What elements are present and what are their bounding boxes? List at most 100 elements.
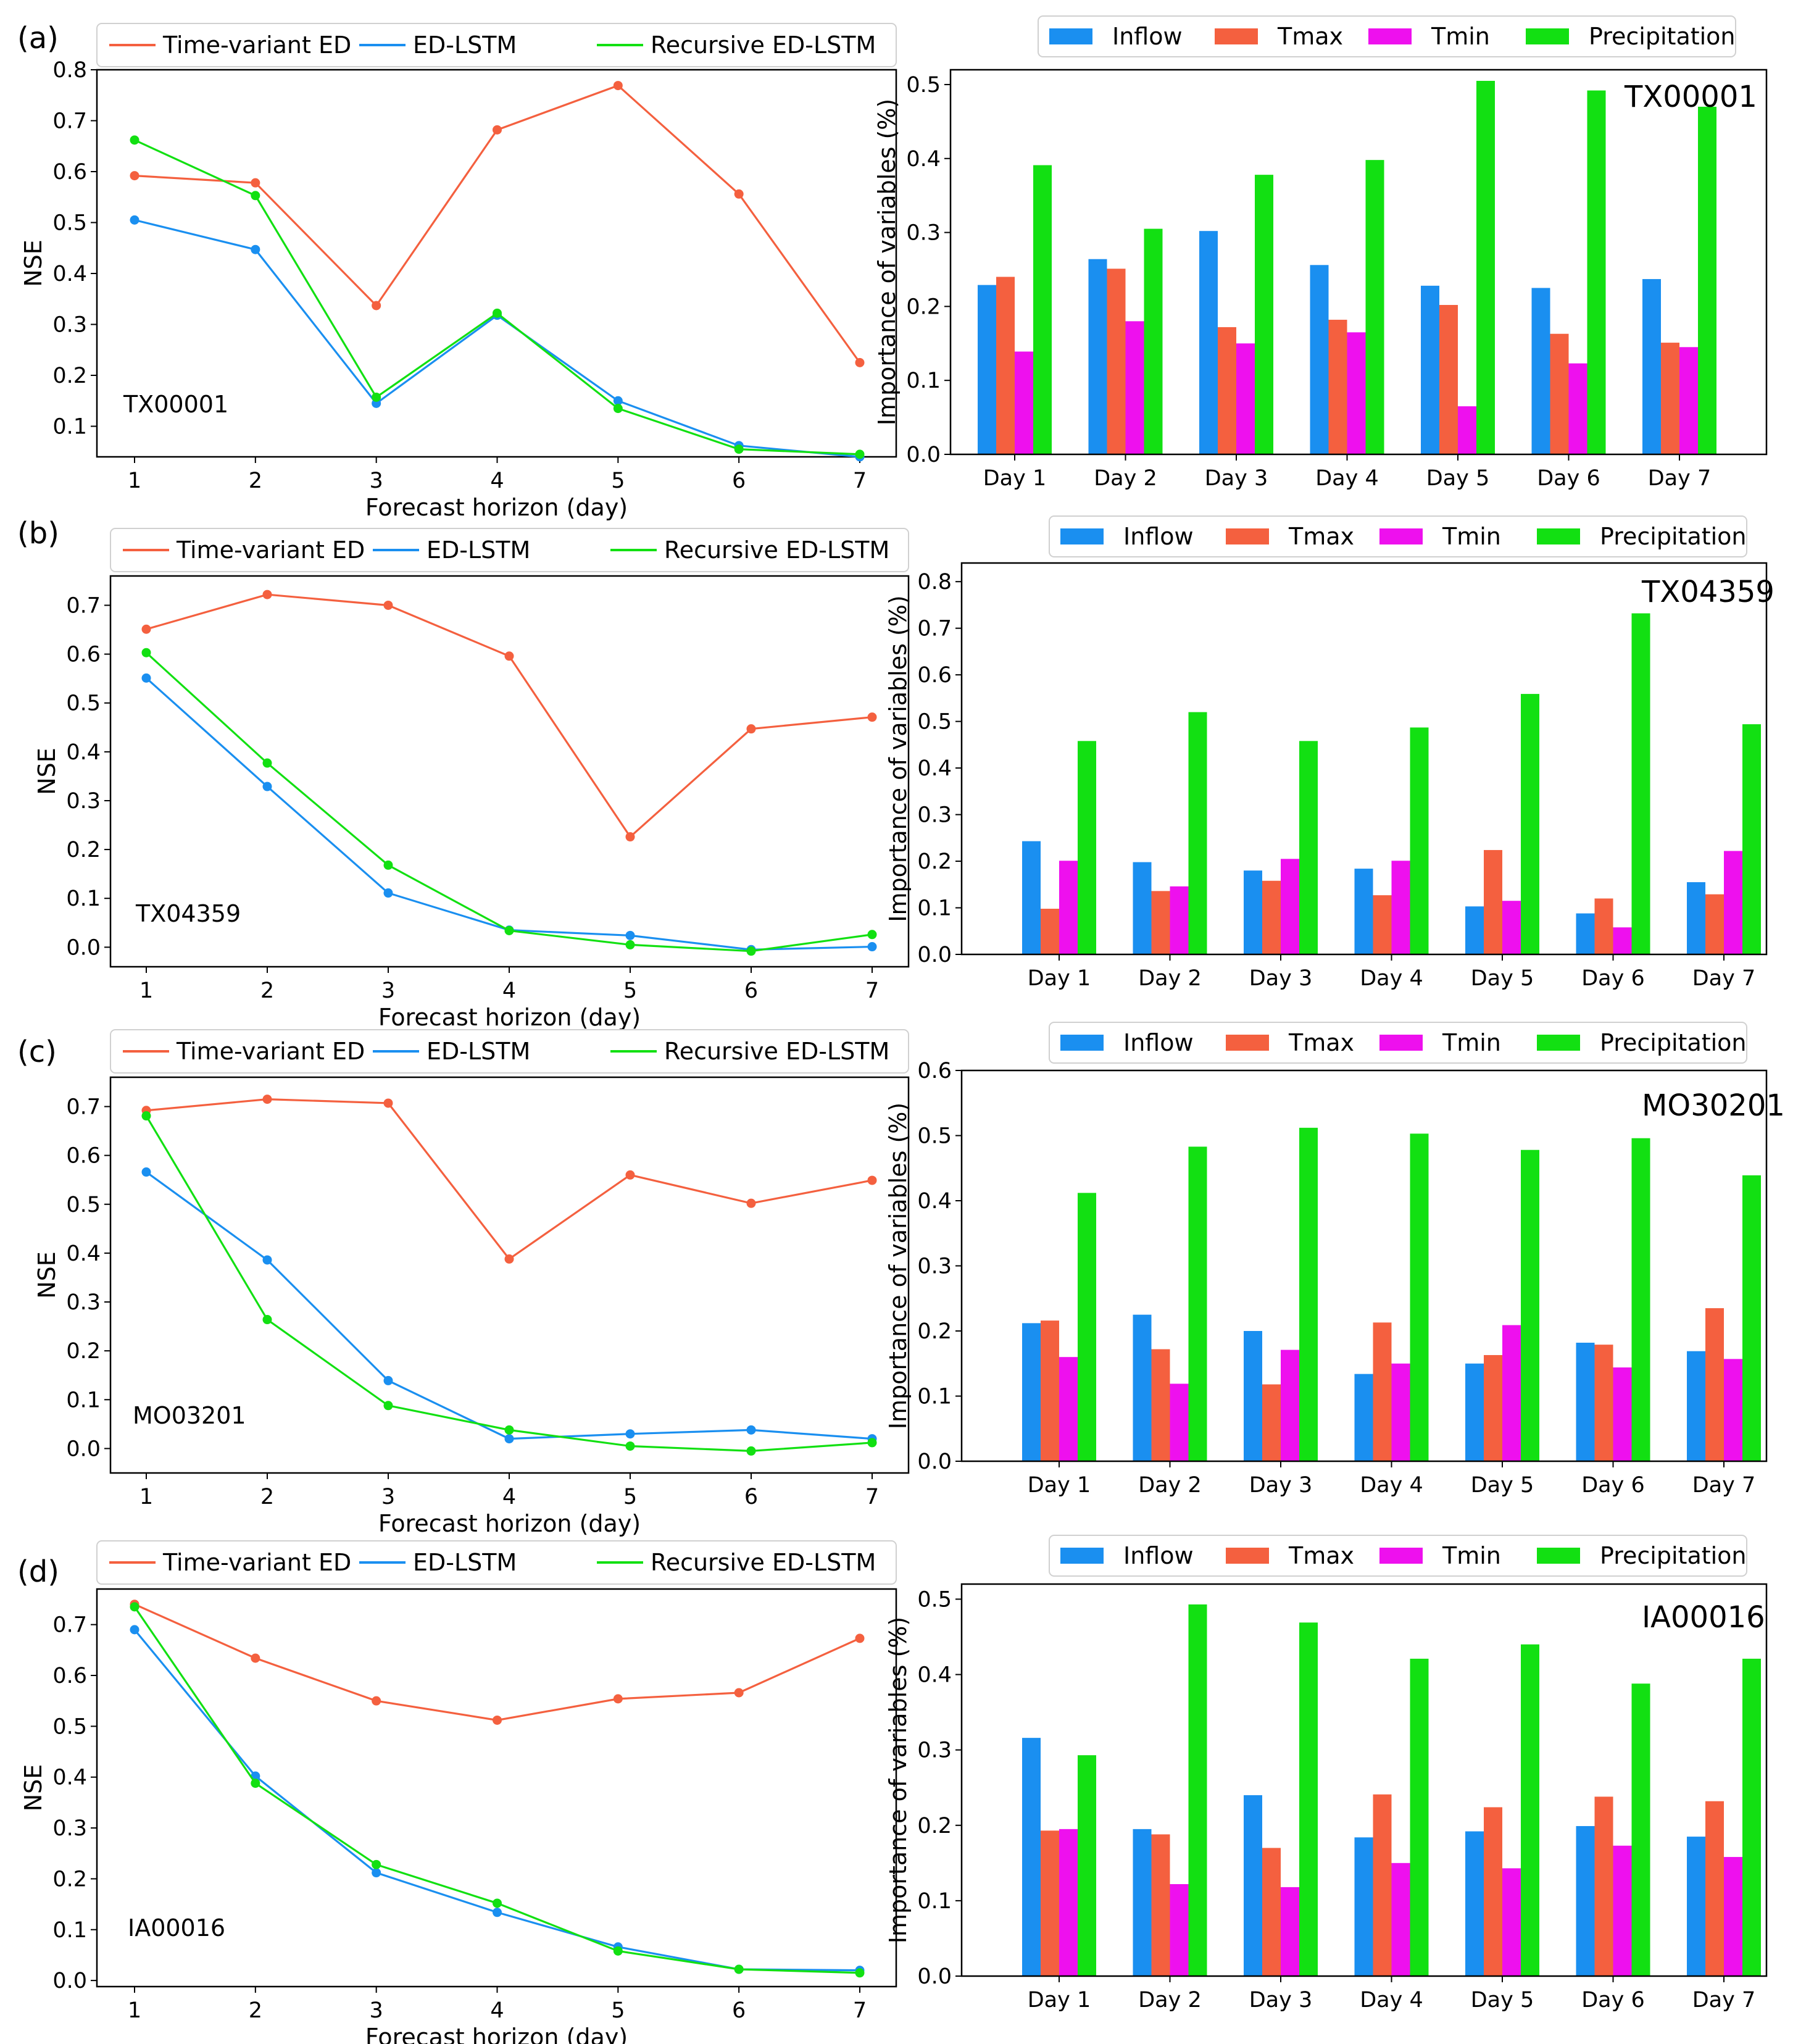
bar [1255,175,1273,454]
data-point [383,1401,393,1411]
data-point [251,178,260,188]
x-tick-label: Day 3 [1249,1988,1313,2013]
y-tick-label: 0.5 [906,73,941,98]
series-time-variant-ed [141,590,877,842]
legend-label: Tmax [1288,523,1354,550]
y-axis-label: Importance of variables (%) [884,1103,912,1429]
bar [1439,304,1458,454]
y-tick-label: 0.2 [52,364,87,388]
bar [978,285,996,454]
y-tick-label: 0.4 [917,1189,952,1214]
bar [1022,1323,1041,1461]
legend-label: Precipitation [1600,523,1747,550]
bar [1133,1829,1152,1976]
data-point [141,648,151,657]
bar [1262,880,1281,954]
y-tick-label: 0.2 [917,849,952,874]
y-tick-label: 0.3 [906,221,941,246]
bar [1144,228,1163,454]
legend-swatch [1226,528,1269,544]
bars-inflow [1022,1314,1705,1461]
y-tick-label: 0.2 [917,1319,952,1344]
legend-swatch [1368,28,1412,44]
data-point [613,81,623,91]
data-point [855,1633,865,1643]
data-point [855,357,865,367]
legend-label: Tmin [1442,523,1501,550]
y-tick-label: 0.3 [52,1816,87,1841]
bar [1613,1845,1632,1976]
bar [1698,106,1716,455]
x-tick-label: Day 4 [1360,1473,1423,1498]
data-point [625,1441,635,1451]
data-point [262,590,272,599]
x-tick-label: Day 2 [1138,966,1202,991]
x-tick-label: Day 6 [1581,1988,1645,2013]
plot-frame [960,1583,1768,1977]
y-tick-label: 0.7 [66,1095,101,1119]
data-point [262,1315,272,1325]
legend-swatch [1226,1035,1269,1051]
y-tick-label: 0.7 [52,1613,87,1638]
bar [1613,1367,1632,1461]
y-tick-label: 0.5 [917,1124,952,1149]
x-tick-label: Day 4 [1315,466,1379,491]
bar [1281,1349,1299,1461]
data-point [746,946,756,956]
legend-swatch [1526,28,1569,44]
line-legend: Time-variant ED ED-LSTM Recursive ED-LSTM [96,1540,897,1585]
bar [1151,1349,1170,1461]
bar [1476,80,1495,454]
data-point [625,1429,635,1439]
bar [1236,343,1255,454]
series-recursive-ed-lstm [130,135,865,459]
y-tick-label: 0.0 [917,1964,952,1989]
y-axis-label: NSE [33,1251,60,1299]
data-point [262,782,272,791]
bar [1107,269,1126,454]
data-point [372,1859,381,1869]
bar [1281,1887,1299,1976]
data-point [504,1254,514,1264]
line-chart-mo03201: 0.0 0.1 0.2 0.3 0.4 0.5 0.6 0.7 1 2 3 4 5 6 7 Forecast … [33,1029,910,1537]
bar [1521,694,1539,954]
series-line [133,1629,860,1972]
line-legend: Time-variant ED ED-LSTM Recursive ED-LSTM [96,23,897,67]
bars-inflow [978,231,1661,454]
bars-tmin [1059,1829,1742,1976]
bar [1170,1383,1189,1461]
series-line [146,1171,873,1440]
y-tick-label: 0.8 [52,58,87,83]
bar [1742,724,1761,954]
bar [1262,1848,1281,1976]
y-tick-label: 0.6 [52,160,87,185]
data-point [493,1898,502,1908]
y-tick-label: 0.6 [917,663,952,688]
data-point [504,925,514,935]
data-point [734,1688,744,1698]
bars-tmax [1041,1308,1724,1461]
legend-label: Recursive ED-LSTM [664,1038,889,1065]
bar [1531,288,1550,454]
y-axis-label: NSE [33,748,60,795]
bar [1373,895,1392,954]
bar [1244,1795,1262,1976]
x-tick-label: 6 [744,978,758,1003]
series-recursive-ed-lstm [130,1602,865,1978]
data-point [130,1625,139,1635]
station-label: TX00001 [1624,80,1757,114]
y-tick-label: 0.1 [52,1918,87,1943]
y-tick-label: 0.7 [52,109,87,134]
bar [1742,1175,1761,1461]
y-tick-label: 0.6 [66,643,101,667]
y-tick-label: 0.4 [52,1766,87,1790]
series-line [134,139,860,456]
x-tick-label: Day 6 [1581,1473,1645,1498]
panel-label: (a) [17,21,59,56]
line-legend: Time-variant ED ED-LSTM Recursive ED-LSTM [110,528,909,572]
data-point [383,888,393,898]
bar [1687,1837,1705,1976]
line-chart-tx04359: 0.0 0.1 0.2 0.3 0.4 0.5 0.6 0.7 1 2 3 4 5 6 7 Forecast … [33,528,910,1031]
bar [1484,1355,1502,1461]
